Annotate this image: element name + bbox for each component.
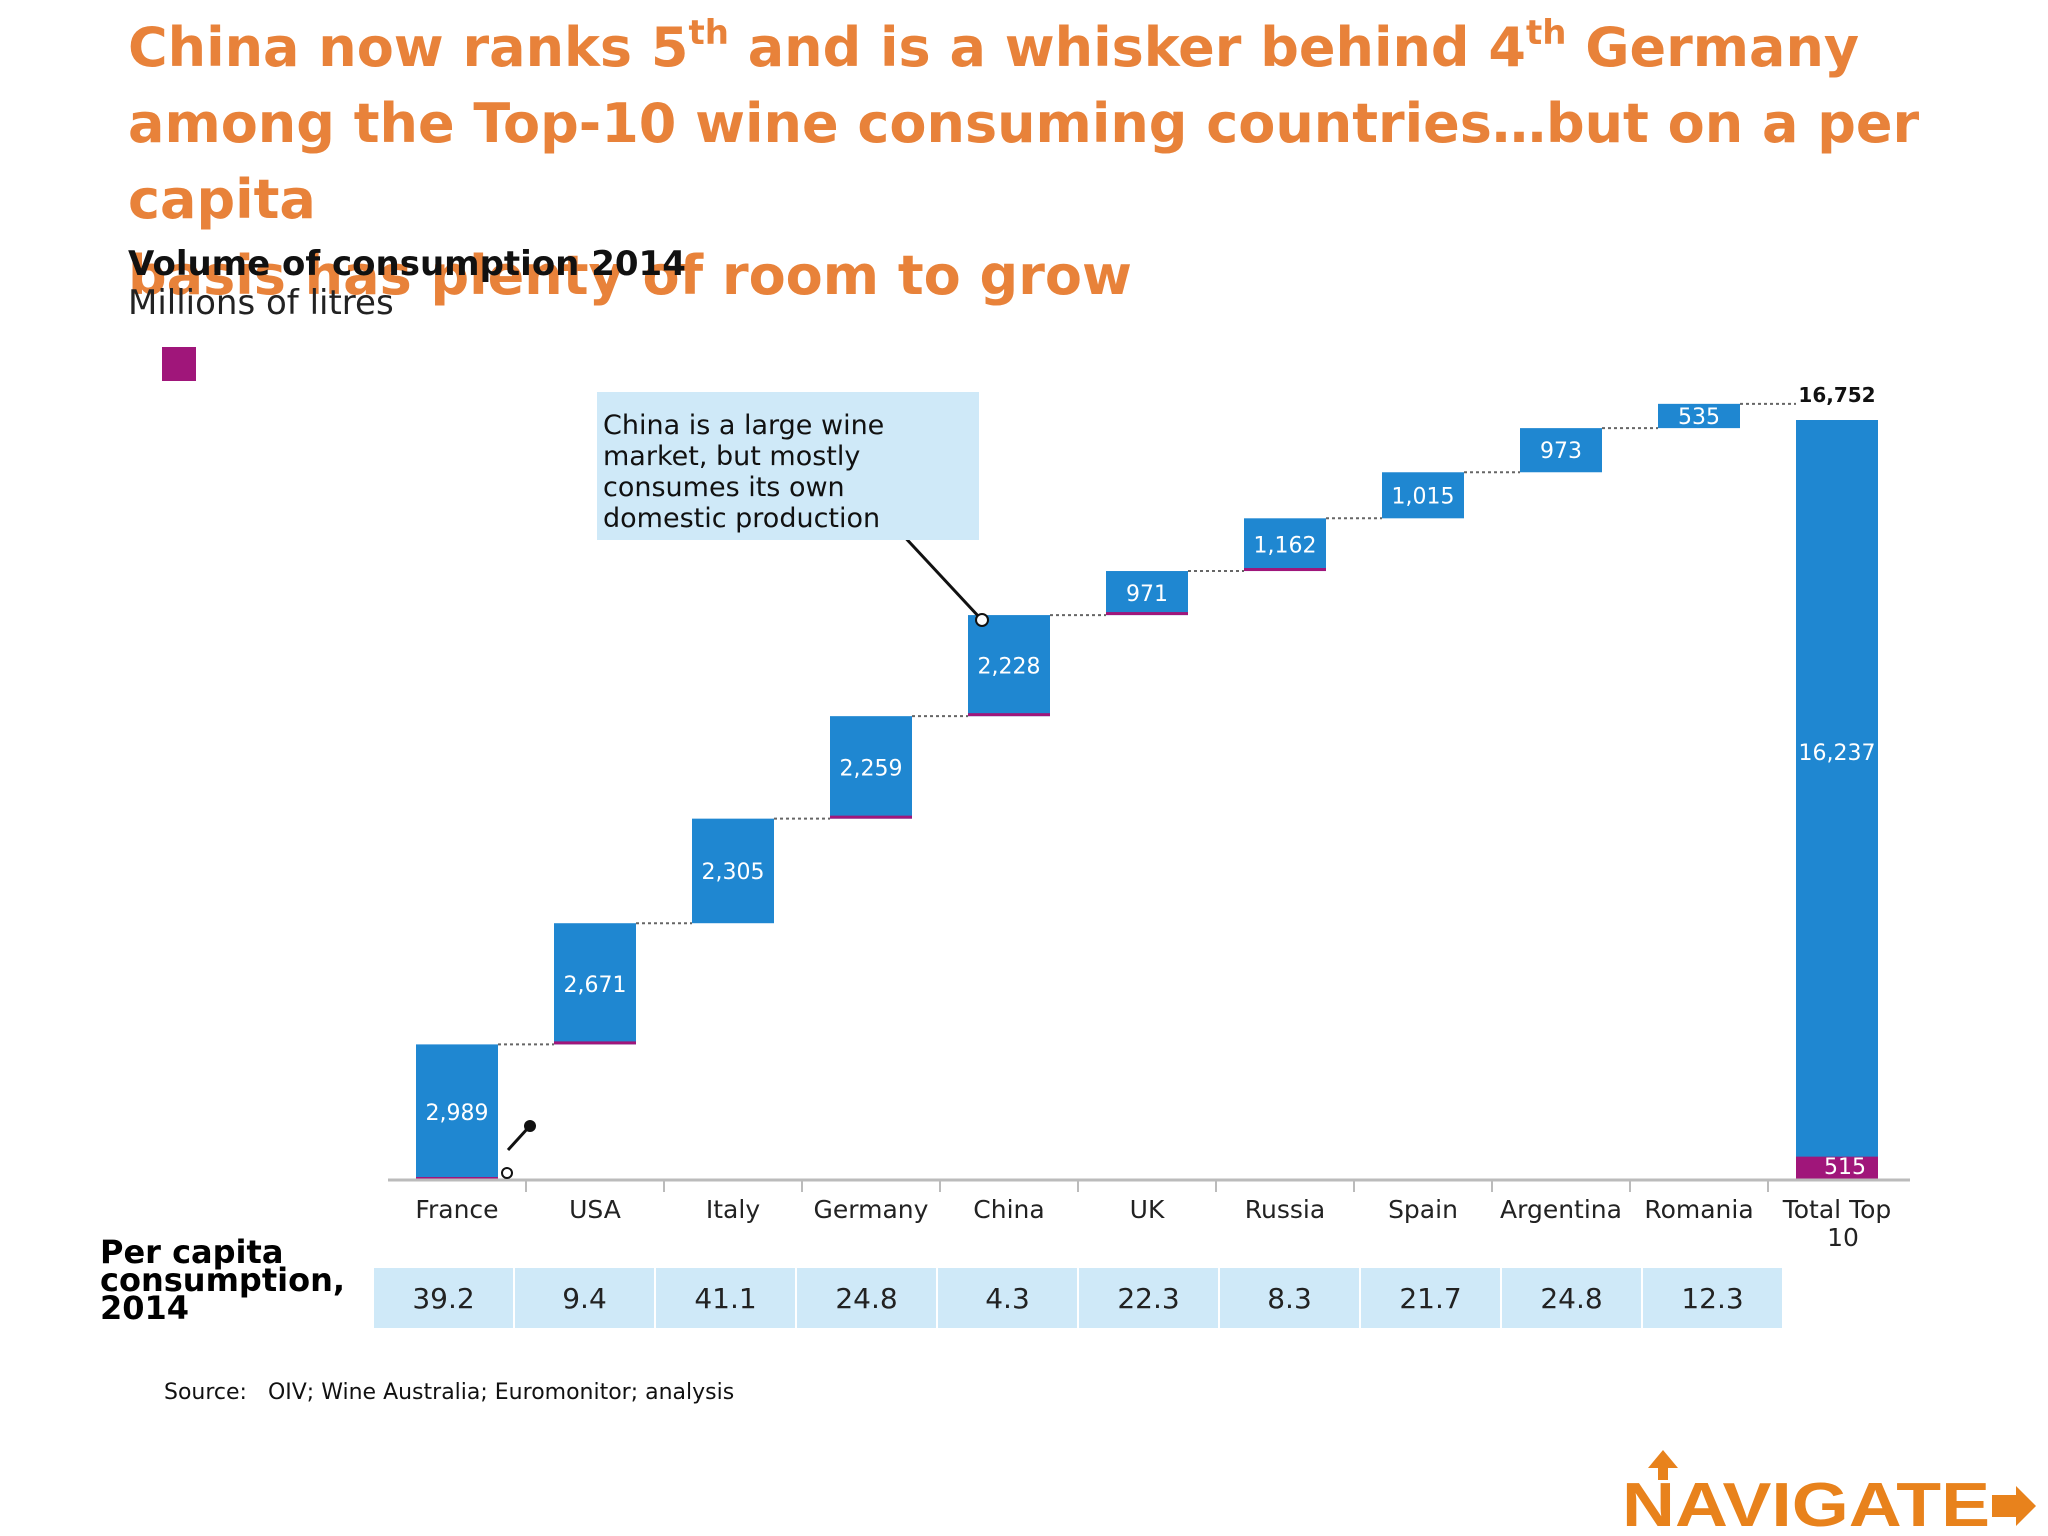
bar-spain [1382, 472, 1464, 519]
bar-total-top-10 [1796, 420, 1878, 1180]
bar-argentina [1520, 428, 1602, 473]
category-label: USA [569, 1195, 621, 1224]
legend-swatch [162, 347, 196, 381]
bar-italy [692, 818, 774, 924]
bar-value-label: 971 [1126, 582, 1168, 607]
waterfall-chart: 2,989 France 2,671 USA 2,305 Italy 2,259 German… [388, 383, 1910, 1250]
title-line-3: basis has plenty of room to grow [128, 244, 1132, 307]
bar-value-label: 16,237 [1799, 741, 1876, 766]
source-note: Source: OIV; Wine Australia; Euromonitor… [164, 1380, 735, 1405]
bar-germany [830, 716, 912, 819]
bar-value-label: 973 [1540, 439, 1582, 464]
per-capita-cell-france: 39.2 [374, 1268, 513, 1328]
bar-import-segment [830, 815, 912, 819]
chart-subtitle: Volume of consumption 2014 [128, 244, 686, 284]
bar-value-label: 535 [1678, 405, 1720, 430]
chart-units: Millions of litres [128, 283, 394, 323]
bar-usa [554, 923, 636, 1045]
category-label: Germany [814, 1195, 929, 1224]
category-label: France [415, 1195, 498, 1224]
total-import-label: 515 [1824, 1155, 1866, 1180]
bar-romania [1658, 403, 1740, 429]
category-label: China [973, 1195, 1044, 1224]
bar-value-label: 2,671 [564, 973, 627, 998]
callout-anchor-circle [975, 613, 989, 627]
logo-arrow-up-icon [1648, 1450, 1678, 1480]
title-line-1: China now ranks 5th and is a whisker beh… [128, 13, 1860, 79]
logo-arrow-right-icon [1992, 1486, 2036, 1526]
per-capita-cell-argentina: 24.8 [1502, 1268, 1641, 1328]
per-capita-cell-spain: 21.7 [1361, 1268, 1500, 1328]
bar-import-segment [1244, 568, 1326, 572]
category-label: Spain [1388, 1195, 1458, 1224]
bar-import-segment [1106, 612, 1188, 616]
category-label: Italy [706, 1195, 760, 1224]
france-anchor-circle [501, 1167, 513, 1179]
per-capita-cell-usa: 9.4 [515, 1268, 654, 1328]
category-label: Russia [1245, 1195, 1325, 1224]
bar-value-label: 1,015 [1392, 484, 1455, 509]
bar-value-label: 2,305 [702, 860, 765, 885]
per-capita-cell-china: 4.3 [938, 1268, 1077, 1328]
bar-value-label: 2,259 [840, 756, 903, 781]
bar-import-segment [554, 1041, 636, 1045]
bar-import-segment [1796, 1156, 1878, 1180]
category-label: Romania [1644, 1195, 1753, 1224]
category-label: Argentina [1500, 1195, 1622, 1224]
per-capita-cell-uk: 22.3 [1079, 1268, 1218, 1328]
per-capita-row: 39.2 9.4 41.1 24.8 4.3 22.3 8.3 21.7 24.8 12.3 [374, 1268, 1784, 1328]
category-label: Total Top [1782, 1195, 1892, 1224]
france-leader-dot [524, 1120, 536, 1132]
logo-text: NAVIGATE [1622, 1471, 1990, 1530]
per-capita-label: Per capita consumption, 2014 [100, 1233, 345, 1327]
navigate-logo: NAVIGATE [1622, 1450, 2036, 1530]
slide-title: China now ranks 5th and is a whisker beh… [128, 10, 1928, 314]
per-capita-cell-germany: 24.8 [797, 1268, 936, 1328]
bar-import-segment [968, 713, 1050, 717]
bar-value-label: 2,228 [978, 655, 1041, 680]
bar-uk [1106, 571, 1188, 616]
per-capita-cell-romania: 12.3 [1643, 1268, 1782, 1328]
bar-value-label: 2,989 [426, 1101, 489, 1126]
bar-value-label: 1,162 [1254, 534, 1317, 559]
bar-russia [1244, 518, 1326, 572]
per-capita-cell-italy: 41.1 [656, 1268, 795, 1328]
category-label: 10 [1827, 1223, 1859, 1250]
france-leader-line [506, 1126, 530, 1152]
per-capita-cell-russia: 8.3 [1220, 1268, 1359, 1328]
china-callout: China is a large wine market, but mostly… [597, 392, 979, 540]
category-label: UK [1130, 1195, 1165, 1224]
bar-china [968, 615, 1050, 717]
title-line-2: among the Top-10 wine consuming countrie… [128, 92, 1920, 231]
bar-france [416, 1044, 498, 1180]
total-value-label: 16,752 [1798, 383, 1875, 407]
